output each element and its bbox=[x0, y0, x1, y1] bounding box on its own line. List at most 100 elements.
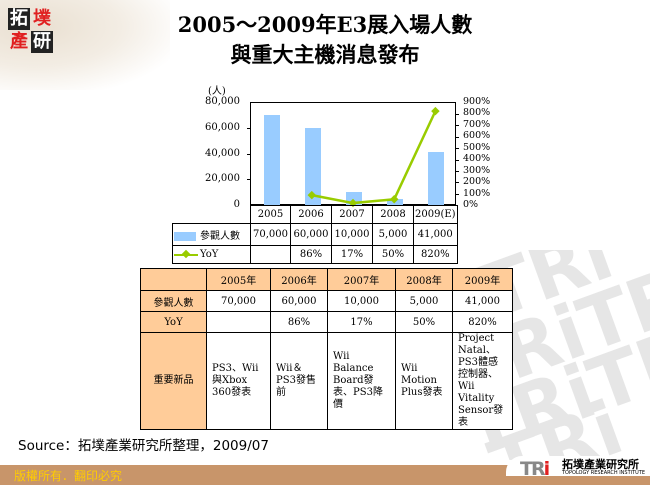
logo-char: 研 bbox=[31, 31, 53, 53]
data-cell: 86% bbox=[290, 245, 332, 264]
table-row: 參觀人數 70,000 60,000 10,000 5,000 41,000 bbox=[140, 290, 513, 312]
row-label: 參觀人數 bbox=[140, 290, 207, 312]
tick bbox=[455, 125, 459, 126]
table-row: 重要新品 PS3、Wii與Xbox 360發表 Wii＆PS3發售前 Wii B… bbox=[140, 332, 513, 430]
bar-visitors bbox=[263, 114, 280, 205]
category-label: 2007 bbox=[331, 205, 373, 224]
y2-tick: 100% bbox=[463, 188, 491, 199]
title-line-1: 2005～2009年E3展入場人數 bbox=[177, 12, 473, 37]
bar-swatch-icon bbox=[174, 232, 196, 241]
tick bbox=[247, 179, 251, 180]
table-cell bbox=[206, 311, 271, 333]
y-tick: 0 bbox=[233, 199, 240, 210]
table-cell: 50% bbox=[395, 311, 453, 333]
tick bbox=[455, 182, 459, 183]
data-table-header-row: 2005 2006 2007 2008 2009(E) bbox=[172, 205, 458, 224]
category-label: 2006 bbox=[290, 205, 332, 224]
header-cell: 2007年 bbox=[327, 268, 396, 291]
y2-tick: 700% bbox=[463, 119, 491, 130]
logo-char: 墣 bbox=[33, 8, 51, 29]
tick bbox=[455, 194, 459, 195]
row-label: 重要新品 bbox=[140, 332, 207, 430]
tick bbox=[455, 160, 459, 161]
data-cell: 50% bbox=[372, 245, 414, 264]
table-row: YoY 86% 17% 50% 820% bbox=[140, 311, 513, 333]
y-tick: 20,000 bbox=[205, 173, 240, 184]
table-cell: 86% bbox=[270, 311, 328, 333]
table-cell: 41,000 bbox=[452, 290, 513, 312]
tick bbox=[247, 128, 251, 129]
header-cell bbox=[140, 268, 207, 291]
brand-name-cn: 拓墣產業研究所 bbox=[562, 458, 639, 471]
table-cell: Wii＆PS3發售前 bbox=[270, 332, 328, 430]
y2-tick: 300% bbox=[463, 165, 491, 176]
copyright-text: 版權所有．翻印必究 bbox=[14, 469, 123, 483]
brand-name-en: TOPOLOGY RESEARCH INSTITUTE bbox=[562, 470, 646, 476]
header-cell: 2008年 bbox=[395, 268, 453, 291]
y2-tick: 800% bbox=[463, 107, 491, 118]
tick bbox=[455, 148, 459, 149]
yoy-marker bbox=[389, 195, 399, 204]
data-cell: 820% bbox=[413, 245, 458, 264]
table-cell: PS3、Wii與Xbox 360發表 bbox=[206, 332, 271, 430]
tick bbox=[455, 137, 459, 138]
data-cell: 5,000 bbox=[372, 223, 414, 246]
data-cell: 60,000 bbox=[290, 223, 332, 246]
y-tick: 40,000 bbox=[205, 148, 240, 159]
y2-tick: 500% bbox=[463, 142, 491, 153]
category-label: 2009(E) bbox=[413, 205, 458, 224]
table-cell: 5,000 bbox=[395, 290, 453, 312]
table-cell: Wii Motion Plus發表 bbox=[395, 332, 453, 430]
table-header-row: 2005年 2006年 2007年 2008年 2009年 bbox=[140, 268, 513, 291]
y2-tick: 600% bbox=[463, 130, 491, 141]
logo-char: 拓 bbox=[8, 8, 30, 30]
tick bbox=[247, 154, 251, 155]
tick bbox=[455, 171, 459, 172]
y2-tick: 200% bbox=[463, 176, 491, 187]
data-table-row-visitors: 參觀人數 70,000 60,000 10,000 5,000 41,000 bbox=[172, 223, 458, 246]
table-cell: 70,000 bbox=[206, 290, 271, 312]
y2-tick: 400% bbox=[463, 153, 491, 164]
logo-char: 產 bbox=[10, 31, 28, 52]
header-cell: 2005年 bbox=[206, 268, 271, 291]
data-cell: 41,000 bbox=[413, 223, 458, 246]
data-cell: 70,000 bbox=[250, 223, 291, 246]
info-table: 2005年 2006年 2007年 2008年 2009年 參觀人數 70,00… bbox=[140, 268, 513, 430]
yoy-line bbox=[307, 106, 440, 208]
table-cell: Wii Balance Board發表、PS3降價 bbox=[327, 332, 396, 430]
data-cell: 10,000 bbox=[331, 223, 373, 246]
y-tick: 60,000 bbox=[205, 122, 240, 133]
tri-logo-mark: TRi bbox=[520, 458, 550, 480]
table-cell: Project Natal、PS3體感控制器、Wii Vitality Sens… bbox=[452, 332, 513, 430]
y-tick: 80,000 bbox=[205, 96, 240, 107]
yoy-marker bbox=[307, 190, 317, 200]
footer-bar: 版權所有．翻印必究 bbox=[0, 465, 650, 485]
table-cell: 10,000 bbox=[327, 290, 396, 312]
chart-data-table: 2005 2006 2007 2008 2009(E) 參觀人數 70,000 … bbox=[172, 205, 458, 264]
data-table-row-yoy: YoY 86% 17% 50% 820% bbox=[172, 245, 458, 264]
page-title: 2005～2009年E3展入場人數 與重大主機消息發布 bbox=[120, 10, 530, 70]
header-cell: 2009年 bbox=[452, 268, 513, 291]
line-marker-icon bbox=[174, 250, 198, 259]
data-cell: 17% bbox=[331, 245, 373, 264]
yoy-marker bbox=[431, 106, 440, 116]
bar-visitors bbox=[428, 152, 445, 205]
source-note: Source：拓墣產業研究所整理，2009/07 bbox=[18, 438, 269, 454]
legend-yoy: YoY bbox=[172, 245, 251, 264]
table-cell: 60,000 bbox=[270, 290, 328, 312]
bar-visitors bbox=[304, 127, 321, 205]
brand-logo: TRi 拓墣產業研究所 TOPOLOGY RESEARCH INSTITUTE bbox=[506, 456, 650, 480]
y2-tick: 900% bbox=[463, 96, 491, 107]
category-label: 2008 bbox=[372, 205, 414, 224]
table-cell: 820% bbox=[452, 311, 513, 333]
legend-visitors: 參觀人數 bbox=[172, 223, 251, 246]
category-label: 2005 bbox=[250, 205, 291, 224]
y2-tick: 0% bbox=[463, 199, 479, 210]
data-cell bbox=[250, 245, 291, 264]
table-cell: 17% bbox=[327, 311, 396, 333]
row-label: YoY bbox=[140, 311, 207, 333]
tick bbox=[455, 114, 459, 115]
y-axis-unit: (人) bbox=[208, 86, 226, 97]
header-cell: 2006年 bbox=[270, 268, 328, 291]
tri-logo: 拓 墣 產 研 bbox=[8, 8, 53, 53]
